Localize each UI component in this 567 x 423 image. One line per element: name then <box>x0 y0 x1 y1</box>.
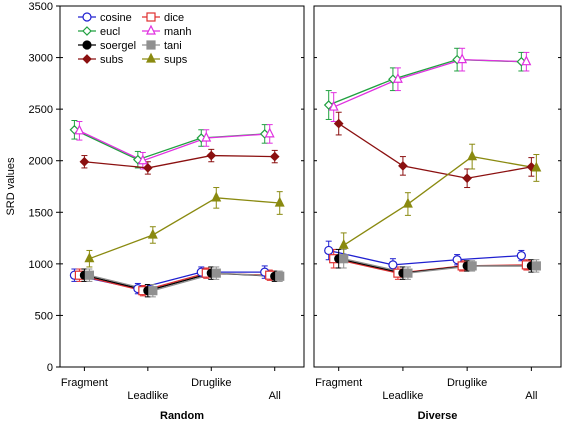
point-tani <box>467 261 477 271</box>
legend-label-eucl: eucl <box>100 26 120 38</box>
point-sups <box>402 197 413 208</box>
legend-label-sups: sups <box>164 54 188 66</box>
legend: cosine dice eucl manh soergel tani subs sups <box>78 12 192 66</box>
series-line-subs <box>84 154 275 169</box>
legend-label-cosine: cosine <box>100 12 132 24</box>
point-manh <box>201 131 212 142</box>
legend-marker-subs <box>82 54 92 64</box>
legend-label-manh: manh <box>164 26 192 38</box>
legend-marker-cosine <box>82 12 92 22</box>
panel-diverse: Fragment Leadlike Druglike All Diverse <box>313 5 562 422</box>
x-tick-label: Druglike <box>191 377 231 389</box>
series-line-subs <box>338 123 532 179</box>
point-sups <box>84 252 95 263</box>
x-tick-label: All <box>525 390 537 402</box>
point-subs <box>333 118 344 129</box>
point-tani <box>84 270 95 280</box>
point-subs <box>206 150 217 161</box>
point-cosine <box>516 251 526 261</box>
y-tick-label: 2500 <box>29 104 53 116</box>
legend-marker-dice <box>146 12 156 22</box>
series-line-dice <box>79 272 270 292</box>
y-tick-label: 2000 <box>29 156 53 168</box>
point-manh <box>74 124 85 135</box>
x-tick-label: Leadlike <box>127 390 168 402</box>
panel-frame <box>59 5 305 368</box>
point-cosine <box>388 260 398 270</box>
panel-title: Random <box>160 410 204 422</box>
x-tick-label: Leadlike <box>382 390 423 402</box>
legend-label-dice: dice <box>164 12 184 24</box>
series-line-eucl <box>74 129 265 161</box>
point-manh <box>392 72 403 83</box>
point-manh <box>457 53 468 64</box>
y-tick-label: 3000 <box>29 53 53 65</box>
point-sups <box>467 150 478 161</box>
series-line-sups <box>89 197 280 260</box>
point-tani <box>531 261 541 271</box>
legend-marker-tani <box>146 40 156 50</box>
y-axis-label: SRD values <box>5 157 17 216</box>
point-sups <box>274 196 285 207</box>
panel-frame <box>313 5 562 368</box>
x-tick-label: Druglike <box>447 377 487 389</box>
point-manh <box>328 100 339 111</box>
legend-marker-sups <box>146 52 156 63</box>
panel-title: Diverse <box>418 410 458 422</box>
y-tick-label: 3500 <box>29 1 53 13</box>
point-manh <box>521 55 532 66</box>
point-subs <box>462 173 472 184</box>
legend-marker-eucl <box>82 26 92 36</box>
legend-marker-manh <box>146 24 156 35</box>
series-line-sups <box>343 155 537 246</box>
series-line-eucl <box>328 58 522 106</box>
y-tick-label: 1000 <box>29 259 53 271</box>
point-subs <box>398 161 408 171</box>
point-tani <box>211 268 221 278</box>
x-tick-label: Fragment <box>61 377 108 389</box>
point-sups <box>338 238 349 249</box>
point-sups <box>531 161 542 172</box>
y-tick-label: 1500 <box>29 207 53 219</box>
x-tick-label: All <box>269 390 281 402</box>
point-tani <box>275 271 285 281</box>
point-subs <box>79 156 90 167</box>
point-sups <box>147 228 158 239</box>
legend-label-soergel: soergel <box>100 40 136 52</box>
panel-random: Fragment Leadlike Druglike All Random <box>59 5 305 422</box>
legend-marker-soergel <box>82 40 92 50</box>
y-tick-label: 500 <box>35 310 53 322</box>
series-line-tani <box>343 258 537 274</box>
point-manh <box>137 154 148 165</box>
series-line-manh <box>79 130 270 162</box>
x-tick-label: Fragment <box>315 377 362 389</box>
point-cosine <box>324 245 334 256</box>
series-line-tani <box>89 272 280 292</box>
point-tani <box>148 286 158 296</box>
point-sups <box>211 191 222 202</box>
point-subs <box>142 163 153 173</box>
legend-label-tani: tani <box>164 40 182 52</box>
series-line-manh <box>333 58 527 108</box>
point-tani <box>403 268 413 278</box>
series-line-cosine <box>328 249 522 266</box>
legend-label-subs: subs <box>100 54 124 66</box>
y-tick-label: 0 <box>47 362 53 374</box>
point-tani <box>339 254 349 264</box>
point-subs <box>269 151 280 162</box>
point-manh <box>264 127 275 138</box>
series-line-soergel <box>84 272 275 292</box>
